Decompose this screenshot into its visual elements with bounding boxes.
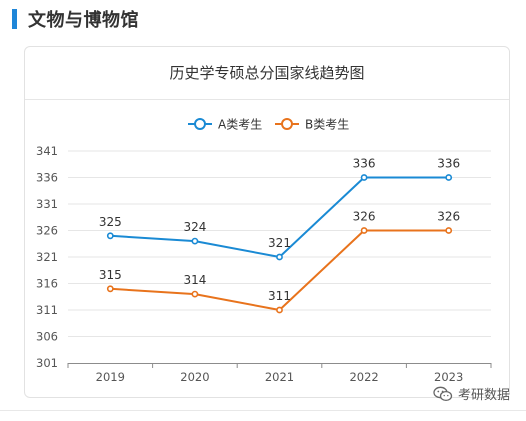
y-tick-label: 311 (36, 303, 58, 317)
line-chart: 301 306 311 316 321 326 331 336 341 2019 2020 2021 2… (36, 118, 492, 384)
data-point (106, 285, 114, 293)
data-label: 326 (353, 210, 376, 224)
data-label: 325 (99, 215, 122, 229)
data-point (191, 290, 199, 298)
chart-title: 历史学专硕总分国家线趋势图 (25, 47, 509, 100)
y-tick-label: 321 (36, 250, 58, 264)
x-tick-label: 2023 (434, 370, 463, 384)
wechat-icon (433, 386, 453, 401)
y-tick-label: 326 (36, 224, 58, 238)
data-label: 314 (183, 273, 206, 287)
watermark-text: 考研数据 (457, 388, 510, 403)
x-tick-label: 2021 (265, 370, 294, 384)
x-tick-label: 2022 (349, 370, 378, 384)
data-point (191, 237, 199, 245)
y-tick-label: 341 (36, 144, 58, 158)
footer-divider (0, 410, 526, 411)
legend-marker (194, 118, 206, 130)
legend-marker (281, 118, 293, 130)
data-point (106, 232, 114, 240)
data-point (360, 174, 368, 181)
data-point (445, 174, 453, 181)
data-label: 336 (353, 157, 376, 171)
legend-label: B类考生 (305, 118, 349, 132)
data-point (360, 227, 368, 234)
y-tick-label: 336 (36, 171, 58, 185)
data-label: 326 (437, 210, 460, 224)
data-point (445, 227, 453, 234)
section-header: 文物与博物馆 (0, 6, 139, 32)
y-tick-label: 306 (36, 330, 58, 344)
data-label: 311 (268, 289, 291, 303)
data-label: 324 (183, 220, 206, 234)
data-label: 315 (99, 268, 122, 282)
x-tick-label: 2020 (180, 370, 209, 384)
legend-label: A类考生 (218, 118, 262, 132)
data-point (276, 306, 283, 314)
data-point (276, 253, 283, 261)
watermark: 考研数据 (433, 384, 510, 403)
y-tick-label: 301 (36, 356, 58, 370)
data-label: 321 (268, 236, 291, 250)
chart-card: 历史学专硕总分国家线趋势图 (24, 46, 510, 398)
section-accent-bar (12, 9, 17, 29)
y-tick-label: 331 (36, 197, 58, 211)
data-label: 336 (437, 157, 460, 171)
x-tick-label: 2019 (96, 370, 125, 384)
y-tick-label: 316 (36, 277, 58, 291)
section-title: 文物与博物馆 (28, 10, 139, 31)
